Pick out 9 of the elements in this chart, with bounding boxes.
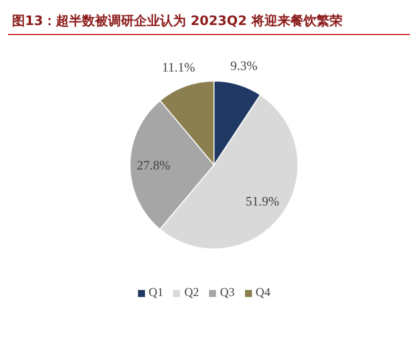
data-label: 11.1% xyxy=(162,60,196,75)
legend-label: Q3 xyxy=(220,285,235,299)
legend-label: Q4 xyxy=(256,285,270,299)
data-label: 27.8% xyxy=(136,157,170,172)
legend-label: Q2 xyxy=(184,285,199,299)
data-label: 51.9% xyxy=(246,194,280,209)
legend-label: Q1 xyxy=(148,285,164,299)
data-label: 9.3% xyxy=(230,58,258,73)
chart-title: 图13：超半数被调研企业认为 2023Q2 将迎来餐饮繁荣 xyxy=(8,8,410,35)
